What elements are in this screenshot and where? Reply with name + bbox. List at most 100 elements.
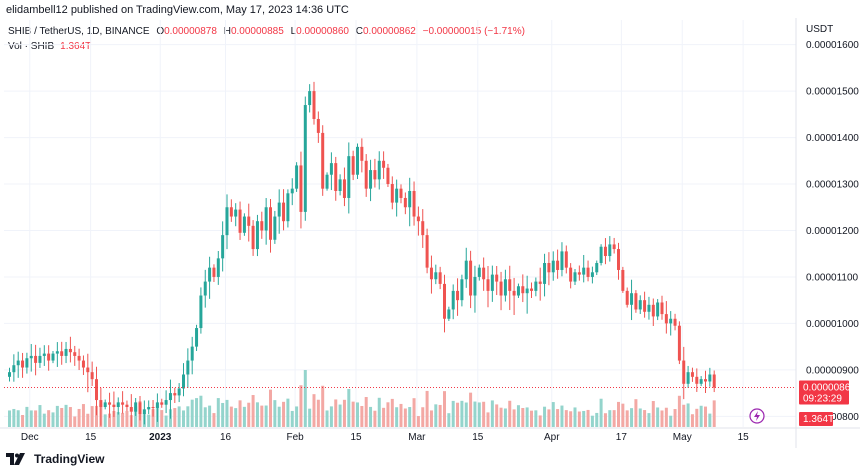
volume-bar — [699, 405, 703, 427]
candle-body — [255, 221, 259, 250]
symbol-label[interactable]: SHIB / TetherUS, 1D, BINANCE — [8, 26, 150, 37]
volume-bar — [556, 409, 560, 427]
volume-bar — [577, 411, 581, 427]
footer-brand[interactable]: TradingView — [34, 452, 105, 466]
candle-body — [521, 286, 525, 294]
candle-body — [547, 263, 551, 273]
volume-bar — [64, 404, 68, 427]
volume-bar — [312, 394, 316, 427]
candle-body — [377, 160, 381, 180]
currency-label: USDT — [806, 24, 834, 35]
volume-value: 1.364T — [60, 41, 92, 52]
candle-body — [395, 188, 399, 203]
candle-body — [347, 156, 351, 198]
volume-bar — [429, 410, 433, 427]
candle-layer — [8, 81, 716, 427]
time-axis[interactable]: Dec 15 2023 16 Feb 15 Mar 15 Apr 17 May 15 — [21, 432, 749, 443]
volume-bar — [373, 410, 377, 427]
volume-bar — [538, 415, 542, 427]
candle-body — [77, 355, 81, 361]
candle-body — [595, 263, 599, 273]
volume-bar — [303, 370, 307, 427]
lightning-icon[interactable] — [749, 408, 765, 424]
candle-body — [612, 244, 616, 250]
volume-bar — [68, 407, 72, 427]
volume-bar — [295, 406, 299, 427]
candle-body — [12, 365, 16, 373]
candle-body — [212, 267, 216, 277]
volume-bar — [212, 413, 216, 427]
volume-bar — [186, 406, 190, 427]
volume-bar — [638, 408, 642, 427]
candle-body — [490, 274, 494, 291]
volume-bar — [686, 403, 690, 427]
candle-body — [617, 249, 620, 270]
candle-body — [416, 216, 420, 222]
candle-body — [108, 402, 112, 405]
candle-body — [425, 235, 429, 268]
candle-body — [177, 388, 181, 396]
candle-body — [182, 374, 185, 389]
volume-bar — [599, 398, 603, 427]
candle-body — [443, 283, 446, 319]
volume-bar — [325, 410, 329, 427]
x-tick-label: 15 — [350, 432, 362, 443]
candle-body — [643, 300, 647, 312]
price-axis[interactable]: 0.000008000.000009000.000010000.00001100… — [806, 40, 859, 423]
y-tick-label: 0.00001100 — [806, 272, 859, 283]
candle-body — [603, 246, 607, 257]
candle-body — [447, 309, 451, 319]
volume-bar — [203, 407, 207, 427]
volume-bar — [425, 390, 429, 427]
candle-body — [199, 295, 203, 329]
candle-body — [434, 272, 438, 280]
candle-body — [8, 372, 11, 377]
volume-bar — [77, 408, 81, 427]
volume-bar — [590, 415, 594, 427]
candle-body — [260, 221, 264, 231]
candle-body — [386, 167, 390, 185]
candle-body — [338, 179, 342, 191]
y-tick-label: 0.00001400 — [806, 133, 859, 144]
volume-bar — [16, 410, 20, 427]
volume-bar — [690, 414, 694, 427]
volume-label[interactable]: Vol · SHIB — [8, 41, 55, 52]
candle-body — [543, 263, 547, 284]
volume-bar — [503, 408, 507, 427]
candle-body — [573, 272, 577, 282]
volume-bar — [173, 408, 177, 427]
volume-bar — [360, 405, 364, 427]
candle-body — [16, 360, 20, 366]
candle-body — [51, 353, 55, 361]
x-tick-label: 15 — [85, 432, 97, 443]
candle-body — [460, 279, 464, 301]
volume-bar — [260, 405, 264, 427]
volume-bar — [630, 408, 634, 427]
volume-bar — [238, 400, 242, 427]
volume-bar — [569, 411, 573, 427]
candle-body — [704, 379, 707, 382]
volume-bar — [251, 395, 255, 427]
candle-body — [247, 216, 251, 226]
candle-body — [303, 105, 307, 212]
volume-bar — [508, 400, 512, 427]
volume-bar — [416, 416, 420, 427]
volume-bar — [464, 402, 468, 427]
volume-bar — [595, 412, 599, 427]
volume-bar — [42, 413, 46, 427]
candle-body — [99, 400, 103, 408]
volume-bar — [90, 406, 94, 427]
volume-bar — [434, 404, 438, 427]
volume-bar — [125, 410, 129, 427]
candle-body — [238, 209, 242, 233]
candle-body — [125, 404, 129, 408]
candle-body — [229, 207, 233, 217]
volume-bar — [695, 408, 699, 427]
volume-bar — [290, 410, 294, 427]
candle-body — [669, 318, 673, 324]
close-value: 0.00000862 — [363, 26, 416, 37]
volume-bar — [612, 410, 616, 427]
x-tick-label: Apr — [544, 432, 560, 443]
volume-bar — [60, 407, 64, 427]
